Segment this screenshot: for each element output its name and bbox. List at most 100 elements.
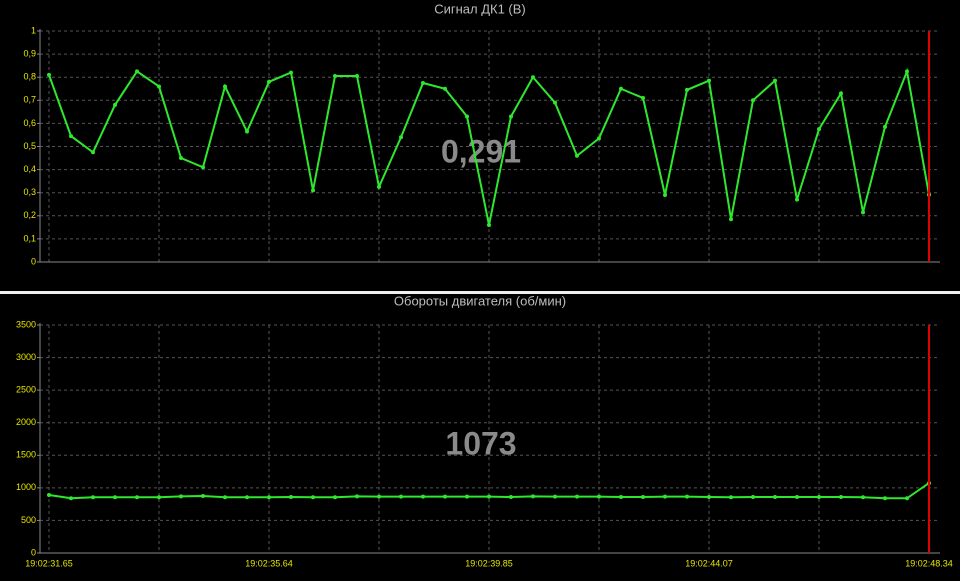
data-point: [267, 79, 271, 84]
data-point: [179, 494, 183, 499]
x-tick-label: 19:02:48.34: [905, 558, 953, 568]
data-point: [773, 78, 777, 83]
data-point: [663, 494, 667, 499]
y-tick-label: 0: [31, 547, 36, 557]
y-tick-label: 0,4: [23, 164, 36, 174]
y-tick-label: 0,2: [23, 210, 36, 220]
data-point: [839, 494, 843, 499]
data-point: [113, 495, 117, 500]
data-point: [531, 494, 535, 499]
data-point: [465, 114, 469, 119]
data-point: [311, 188, 315, 193]
y-tick-label: 500: [21, 515, 36, 525]
y-tick-label: 0,6: [23, 118, 36, 128]
data-point: [839, 91, 843, 96]
data-point: [135, 69, 139, 74]
data-point: [883, 124, 887, 129]
data-point: [377, 184, 381, 189]
y-tick-label: 0,1: [23, 233, 36, 243]
data-point: [91, 150, 95, 155]
data-point: [597, 136, 601, 141]
data-point: [817, 494, 821, 499]
data-point: [619, 86, 623, 91]
y-tick-label: 2500: [16, 385, 36, 395]
data-point: [443, 494, 447, 499]
data-point: [663, 193, 667, 198]
data-point: [619, 494, 623, 499]
y-tick-label: 0,5: [23, 141, 36, 151]
y-tick-label: 3000: [16, 352, 36, 362]
data-point: [509, 114, 513, 119]
current-value: 1073: [445, 425, 516, 461]
data-point: [113, 102, 117, 107]
x-tick-label: 19:02:39.85: [465, 558, 513, 568]
data-point: [883, 496, 887, 501]
data-point: [443, 86, 447, 91]
data-point: [575, 494, 579, 499]
data-point: [487, 494, 491, 499]
data-point: [905, 69, 909, 74]
data-point: [817, 127, 821, 132]
y-tick-label: 1000: [16, 482, 36, 492]
data-point: [157, 84, 161, 89]
data-point: [333, 495, 337, 500]
data-point: [685, 87, 689, 92]
y-tick-label: 0,3: [23, 187, 36, 197]
data-point: [91, 495, 95, 500]
y-tick-label: 2000: [16, 417, 36, 427]
data-point: [47, 493, 51, 498]
data-point: [751, 494, 755, 499]
data-point: [355, 494, 359, 499]
data-point: [399, 135, 403, 140]
data-point: [355, 74, 359, 79]
data-point: [729, 495, 733, 500]
data-point: [641, 494, 645, 499]
y-tick-label: 0,9: [23, 48, 36, 58]
data-point: [421, 494, 425, 499]
data-point: [245, 129, 249, 134]
data-point: [465, 494, 469, 499]
data-point: [531, 75, 535, 80]
data-point: [861, 210, 865, 215]
data-point: [795, 494, 799, 499]
data-point: [861, 495, 865, 500]
data-point: [905, 496, 909, 501]
data-point: [47, 72, 51, 77]
data-point: [509, 494, 513, 499]
data-point: [487, 223, 491, 228]
data-point: [553, 494, 557, 499]
data-point: [707, 494, 711, 499]
data-point: [421, 80, 425, 85]
y-tick-label: 0,7: [23, 95, 36, 105]
data-point: [707, 78, 711, 83]
data-point: [245, 495, 249, 500]
y-tick-label: 3500: [16, 319, 36, 329]
data-point: [795, 197, 799, 202]
data-point: [575, 153, 579, 158]
data-point: [223, 495, 227, 500]
x-tick-label: 19:02:44.07: [685, 558, 733, 568]
data-point: [685, 494, 689, 499]
data-point: [289, 70, 293, 75]
current-value: 0,291: [441, 133, 521, 169]
data-point: [399, 494, 403, 499]
data-point: [773, 494, 777, 499]
data-point: [597, 494, 601, 499]
data-point: [69, 496, 73, 501]
data-point: [179, 156, 183, 161]
data-point: [135, 495, 139, 500]
y-tick-label: 0: [31, 256, 36, 266]
data-point: [751, 98, 755, 103]
data-point: [201, 494, 205, 498]
data-point: [201, 165, 205, 170]
y-tick-label: 1500: [16, 450, 36, 460]
data-point: [267, 495, 271, 500]
data-point: [157, 495, 161, 500]
x-tick-label: 19:02:35.64: [245, 558, 293, 568]
data-point: [311, 495, 315, 500]
data-point: [69, 134, 73, 139]
chart-title: Обороты двигателя (об/мин): [394, 293, 566, 308]
y-tick-label: 0,8: [23, 72, 36, 82]
data-point: [553, 100, 557, 105]
